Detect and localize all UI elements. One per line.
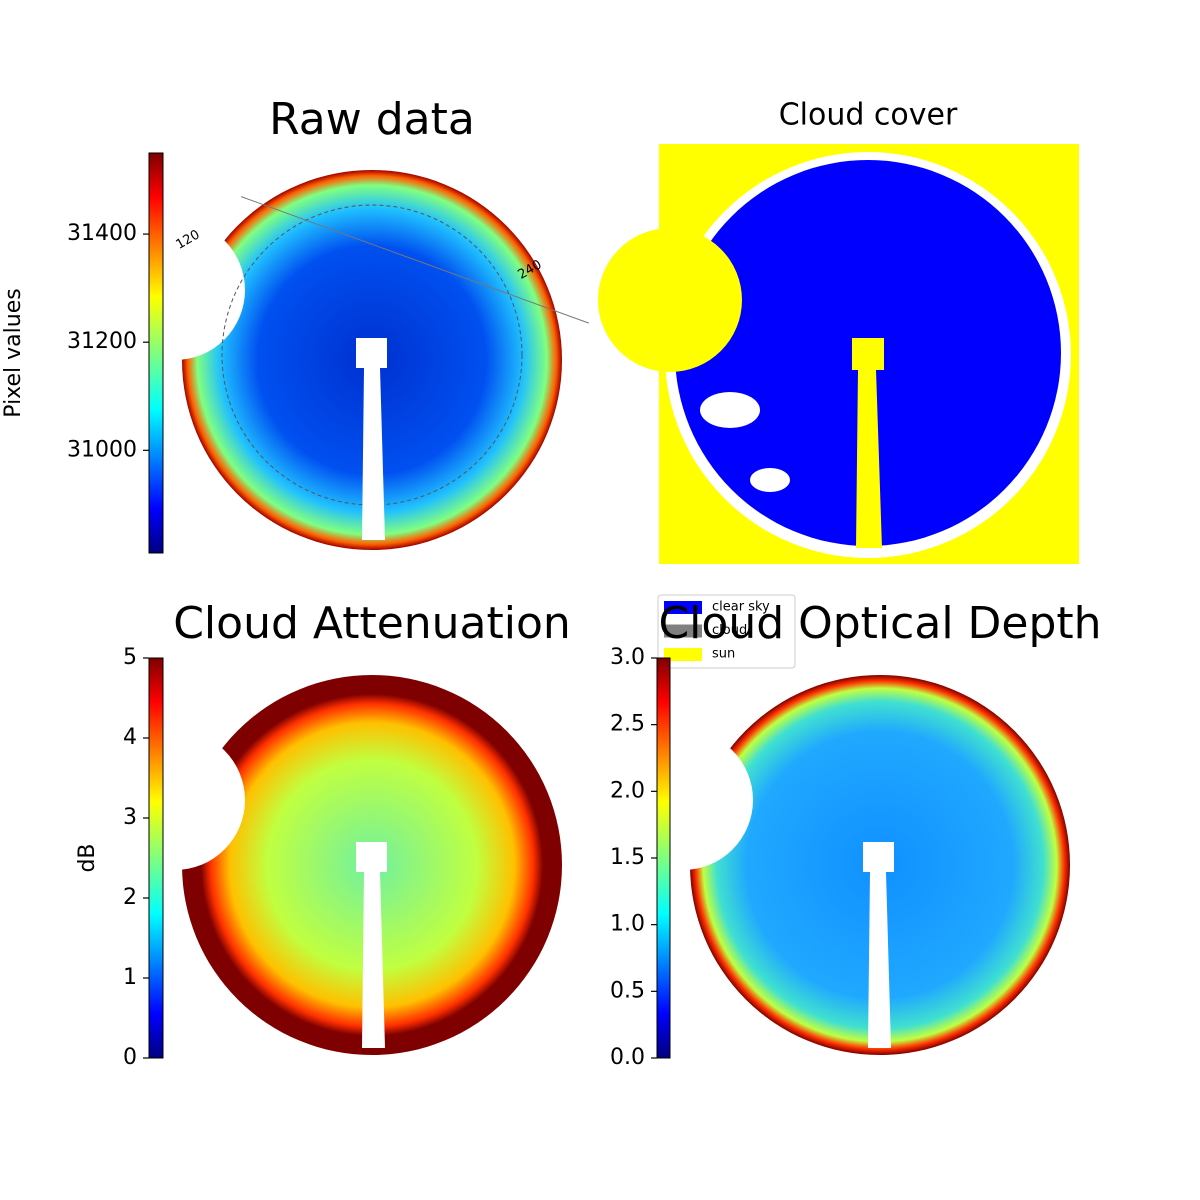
legend: clear sky cloud sun xyxy=(657,594,796,669)
attenuation-image xyxy=(105,675,562,1055)
colorbar-tick-label: 5 xyxy=(123,645,137,670)
colorbar-tick-label: 31400 xyxy=(67,221,137,246)
panel-title: Cloud Attenuation xyxy=(173,598,571,649)
colorbar-tick-label: 0.5 xyxy=(610,978,645,1003)
panel-title: Cloud cover xyxy=(779,98,958,133)
legend-swatch xyxy=(664,624,702,638)
colorbar-tick-label: 1.0 xyxy=(610,912,645,937)
colorbar-tick-label: 31200 xyxy=(67,329,137,354)
legend-label: sun xyxy=(712,647,735,662)
colorbar xyxy=(148,657,164,1059)
colorbar-tick-label: 0.0 xyxy=(610,1045,645,1070)
legend-label: cloud xyxy=(712,623,747,638)
colorbar-tick-label: 2.0 xyxy=(610,778,645,803)
legend-swatch xyxy=(664,648,702,661)
colorbar xyxy=(656,657,671,1059)
colorbar-tick-label: 2 xyxy=(123,885,137,910)
colorbar-tick-label: 0 xyxy=(123,1045,137,1070)
optical-depth-image xyxy=(613,675,1070,1055)
colorbar-tick-label: 3.0 xyxy=(610,645,645,670)
colorbar-tick-label: 31000 xyxy=(67,437,137,462)
colorbar-tick-label: 3 xyxy=(123,805,137,830)
panel-title: Raw data xyxy=(269,94,475,145)
colorbar xyxy=(148,152,164,554)
legend-swatch xyxy=(664,601,702,614)
colorbar-tick-label: 4 xyxy=(123,725,137,750)
colorbar-tick-label: 1.5 xyxy=(610,845,645,870)
colorbar-tick-label: 2.5 xyxy=(610,712,645,737)
cloud-cover-image xyxy=(598,144,1079,564)
legend-label: clear sky xyxy=(712,600,770,615)
colorbar-tick-label: 1 xyxy=(123,965,137,990)
panel-title: Cloud Optical Depth xyxy=(658,598,1101,649)
colorbar-label: Pixel values xyxy=(1,288,26,417)
colorbar-label: dB xyxy=(75,843,100,872)
raw-image xyxy=(105,170,590,550)
